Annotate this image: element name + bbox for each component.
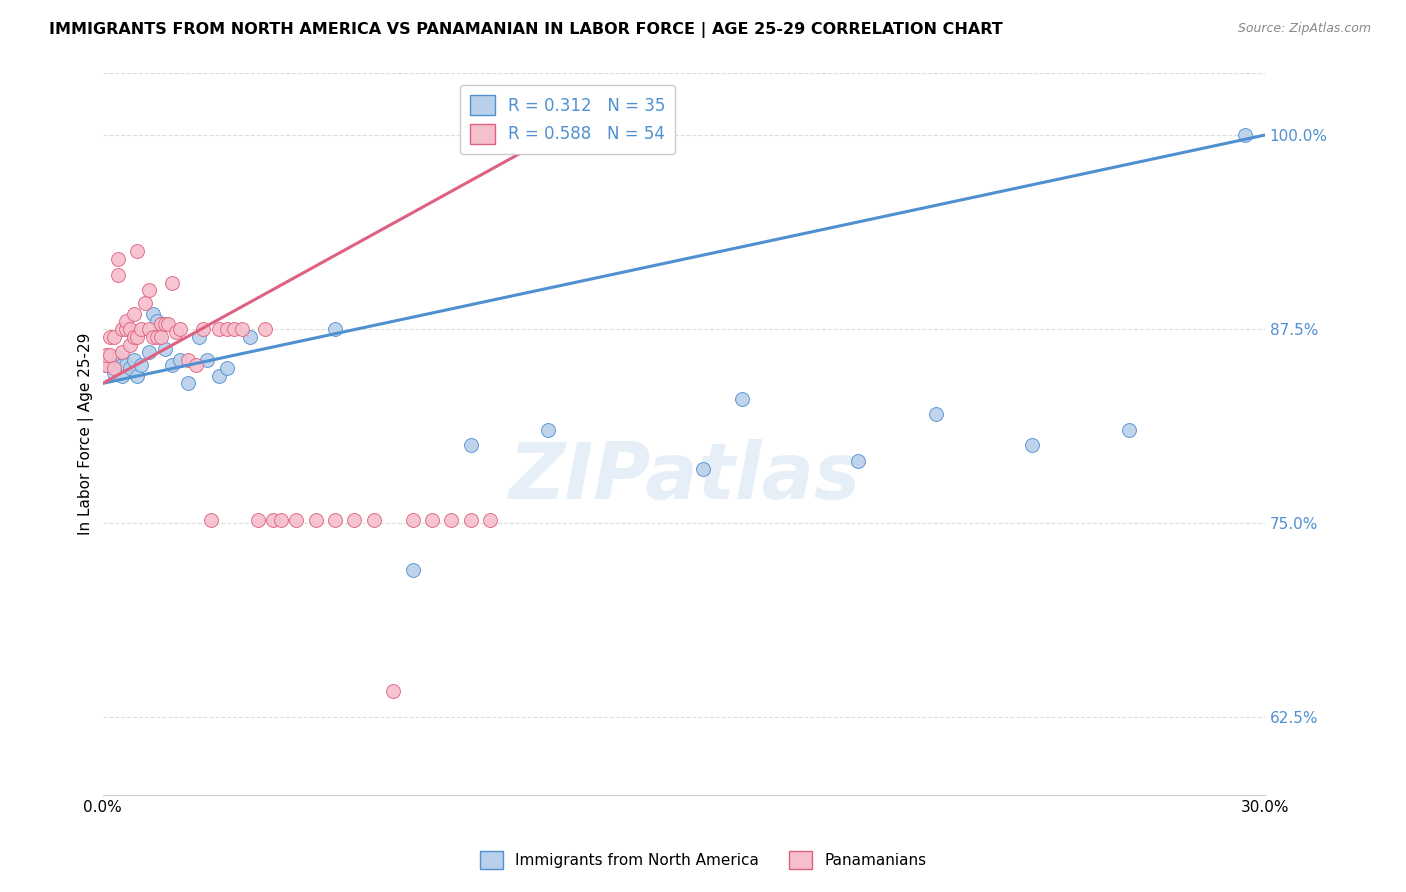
Point	[111, 368, 134, 383]
Point	[138, 345, 160, 359]
Point	[134, 295, 156, 310]
Point	[115, 322, 138, 336]
Point	[96, 358, 118, 372]
Point	[111, 322, 134, 336]
Point	[146, 330, 169, 344]
Point	[239, 330, 262, 344]
Point	[195, 353, 218, 368]
Point	[96, 358, 118, 372]
Point	[162, 358, 184, 372]
Point	[262, 513, 284, 527]
Point	[208, 322, 231, 336]
Point	[107, 268, 129, 282]
Point	[115, 358, 138, 372]
Point	[184, 358, 207, 372]
Point	[115, 314, 138, 328]
Point	[153, 318, 176, 332]
Point	[149, 318, 172, 332]
Point	[138, 283, 160, 297]
Point	[1118, 423, 1140, 437]
Point	[98, 358, 121, 372]
Point	[107, 252, 129, 267]
Point	[157, 318, 180, 332]
Point	[731, 392, 754, 406]
Point	[846, 454, 869, 468]
Point	[692, 462, 714, 476]
Point	[537, 423, 560, 437]
Point	[363, 513, 385, 527]
Point	[188, 330, 211, 344]
Point	[246, 513, 269, 527]
Point	[111, 358, 134, 372]
Point	[98, 330, 121, 344]
Text: Source: ZipAtlas.com: Source: ZipAtlas.com	[1237, 22, 1371, 36]
Point	[103, 360, 125, 375]
Point	[177, 376, 200, 391]
Point	[285, 513, 308, 527]
Legend: Immigrants from North America, Panamanians: Immigrants from North America, Panamania…	[474, 845, 932, 875]
Point	[122, 330, 145, 344]
Point	[103, 350, 125, 364]
Point	[305, 513, 328, 527]
Point	[142, 307, 165, 321]
Point	[1234, 128, 1257, 142]
Point	[118, 360, 141, 375]
Point	[118, 337, 141, 351]
Point	[460, 513, 482, 527]
Point	[1021, 438, 1043, 452]
Point	[131, 358, 153, 372]
Point	[138, 322, 160, 336]
Point	[103, 366, 125, 380]
Point	[231, 322, 253, 336]
Point	[111, 345, 134, 359]
Point	[254, 322, 277, 336]
Point	[169, 322, 191, 336]
Point	[149, 330, 172, 344]
Point	[169, 353, 191, 368]
Point	[401, 513, 423, 527]
Point	[177, 353, 200, 368]
Point	[343, 513, 366, 527]
Point	[208, 368, 231, 383]
Point	[127, 368, 149, 383]
Point	[142, 330, 165, 344]
Point	[420, 513, 443, 527]
Point	[98, 348, 121, 362]
Point	[162, 276, 184, 290]
Point	[122, 353, 145, 368]
Point	[122, 307, 145, 321]
Point	[323, 513, 346, 527]
Y-axis label: In Labor Force | Age 25-29: In Labor Force | Age 25-29	[79, 333, 94, 535]
Point	[146, 314, 169, 328]
Text: IMMIGRANTS FROM NORTH AMERICA VS PANAMANIAN IN LABOR FORCE | AGE 25-29 CORRELATI: IMMIGRANTS FROM NORTH AMERICA VS PANAMAN…	[49, 22, 1002, 38]
Point	[107, 350, 129, 364]
Point	[103, 330, 125, 344]
Point	[224, 322, 246, 336]
Point	[215, 322, 238, 336]
Point	[200, 513, 222, 527]
Point	[215, 360, 238, 375]
Point	[270, 513, 292, 527]
Point	[479, 513, 502, 527]
Point	[96, 348, 118, 362]
Point	[118, 322, 141, 336]
Point	[165, 325, 187, 339]
Text: ZIPatlas: ZIPatlas	[508, 439, 860, 516]
Point	[131, 322, 153, 336]
Point	[193, 322, 215, 336]
Point	[460, 438, 482, 452]
Point	[382, 683, 405, 698]
Point	[323, 322, 346, 336]
Point	[127, 244, 149, 259]
Point	[127, 330, 149, 344]
Point	[924, 408, 946, 422]
Legend: R = 0.312   N = 35, R = 0.588   N = 54: R = 0.312 N = 35, R = 0.588 N = 54	[460, 85, 675, 154]
Point	[440, 513, 463, 527]
Point	[153, 343, 176, 357]
Point	[401, 563, 423, 577]
